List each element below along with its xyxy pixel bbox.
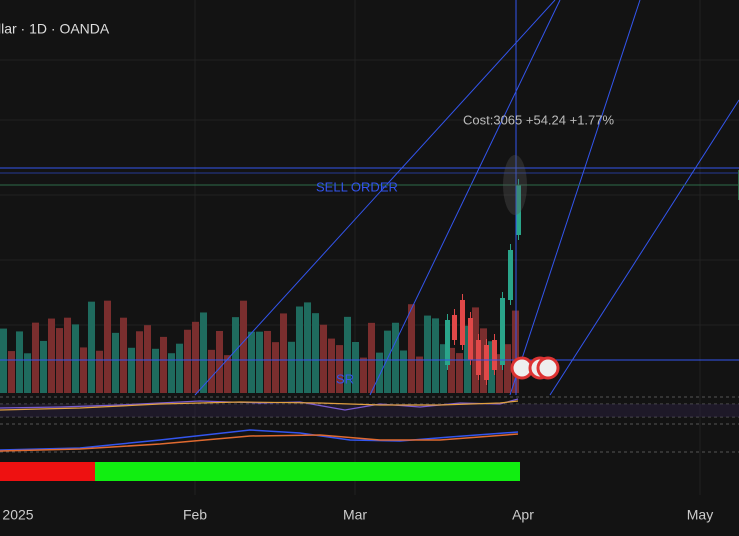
volume-bar [296, 306, 303, 393]
volume-bar [64, 317, 71, 393]
volume-bar [448, 347, 455, 393]
volume-bar [224, 355, 231, 393]
volume-bar [16, 331, 23, 393]
volume-bar [392, 322, 399, 393]
volume-bar [488, 341, 495, 393]
volume-bar [288, 341, 295, 393]
volume-bar [312, 313, 319, 393]
volume-bar [384, 330, 391, 393]
volume-bar [48, 318, 55, 393]
volume-bar [328, 338, 335, 393]
volume-bar [248, 331, 255, 393]
volume-bar [352, 341, 359, 393]
volume-bar [464, 325, 471, 393]
volume-bar [104, 300, 111, 393]
volume-bar [472, 307, 479, 393]
time-label: May [687, 507, 713, 523]
volume-bar [424, 315, 431, 393]
volume-bar [400, 350, 407, 393]
indicator-panes [0, 396, 739, 481]
volume-bar [152, 348, 159, 393]
drawings [0, 0, 739, 396]
event-icons [510, 356, 560, 380]
volume-bar [56, 328, 63, 393]
candle-body [445, 320, 450, 365]
candle-body [516, 185, 521, 235]
volume-bar [192, 321, 199, 393]
highlight [503, 155, 527, 215]
volume-bar [240, 300, 247, 393]
volume-bar [24, 353, 31, 393]
volume-bar [496, 354, 503, 393]
volume-bar [160, 336, 167, 393]
volume-bar [200, 312, 207, 393]
candle-body [468, 318, 473, 360]
candles [445, 179, 521, 385]
volume-bar [440, 344, 447, 393]
volume-bars [0, 300, 519, 393]
symbol-title: llar · 1D · OANDA [0, 21, 110, 37]
volume-bar [216, 330, 223, 393]
volume-bar [256, 331, 263, 393]
volume-bar [120, 317, 127, 393]
volume-bar [32, 322, 39, 393]
volume-bar [432, 318, 439, 393]
volume-bar [184, 329, 191, 393]
volume-bar [304, 302, 311, 393]
candle-body [484, 345, 489, 380]
volume-bar [344, 316, 351, 393]
time-label: Feb [183, 507, 207, 523]
volume-bar [8, 351, 15, 393]
volume-bar [360, 357, 367, 393]
volume-bar [368, 322, 375, 393]
candle-body [508, 250, 513, 300]
volume-bar [168, 353, 175, 393]
volume-bar [72, 324, 79, 393]
volume-bar [128, 347, 135, 393]
candle-body [460, 300, 465, 345]
volume-bar [416, 356, 423, 393]
candle-body [500, 298, 505, 365]
volume-bar [80, 347, 87, 393]
volume-bar [280, 313, 287, 393]
volume-bar [264, 330, 271, 393]
volume-bar [144, 325, 151, 393]
candle-body [476, 340, 481, 375]
candle-body [452, 315, 457, 340]
time-label: Mar [343, 507, 367, 523]
cost-label: Cost:3065 +54.24 +1.77% [463, 112, 615, 127]
volume-bar [112, 332, 119, 393]
volume-bar [320, 324, 327, 393]
volume-bar [40, 340, 47, 393]
volume-bar [504, 344, 511, 393]
sr-label: SR [336, 371, 354, 386]
time-label: Apr [512, 507, 534, 523]
volume-bar [376, 352, 383, 393]
volume-bar [136, 331, 143, 393]
volume-bar [96, 350, 103, 393]
volume-bar [480, 328, 487, 393]
volume-bar [176, 343, 183, 393]
volume-bar [336, 345, 343, 393]
volume-bar [456, 353, 463, 393]
volume-bar [88, 301, 95, 393]
volume-bar [232, 317, 239, 393]
volume-bar [408, 304, 415, 393]
time-label: 2025 [2, 507, 33, 523]
volume-bar [0, 328, 7, 393]
volume-bar [208, 349, 215, 393]
sell-order-label: SELL ORDER [316, 179, 398, 194]
volume-bar [272, 342, 279, 393]
candle-body [492, 340, 497, 370]
